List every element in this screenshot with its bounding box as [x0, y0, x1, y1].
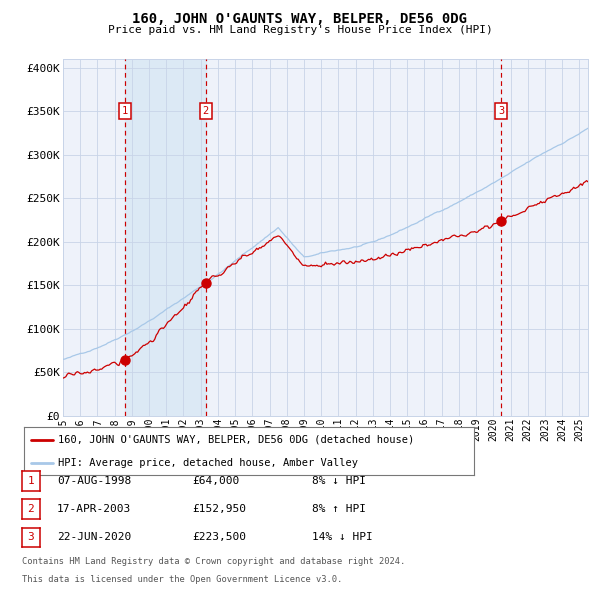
Text: 1: 1 — [122, 106, 128, 116]
Text: £223,500: £223,500 — [192, 533, 246, 542]
Text: 2: 2 — [203, 106, 209, 116]
Text: Contains HM Land Registry data © Crown copyright and database right 2024.: Contains HM Land Registry data © Crown c… — [22, 558, 405, 566]
Text: £64,000: £64,000 — [192, 476, 239, 486]
Text: 160, JOHN O'GAUNTS WAY, BELPER, DE56 0DG (detached house): 160, JOHN O'GAUNTS WAY, BELPER, DE56 0DG… — [58, 435, 414, 445]
Text: This data is licensed under the Open Government Licence v3.0.: This data is licensed under the Open Gov… — [22, 575, 342, 584]
Text: 1: 1 — [27, 476, 34, 486]
Text: 3: 3 — [498, 106, 505, 116]
Text: 14% ↓ HPI: 14% ↓ HPI — [312, 533, 373, 542]
Text: 3: 3 — [27, 533, 34, 542]
Text: 2: 2 — [27, 504, 34, 514]
Text: HPI: Average price, detached house, Amber Valley: HPI: Average price, detached house, Ambe… — [58, 458, 358, 468]
Text: 07-AUG-1998: 07-AUG-1998 — [57, 476, 131, 486]
Text: Price paid vs. HM Land Registry's House Price Index (HPI): Price paid vs. HM Land Registry's House … — [107, 25, 493, 35]
Bar — [125, 59, 206, 416]
Text: 8% ↑ HPI: 8% ↑ HPI — [312, 504, 366, 514]
Text: £152,950: £152,950 — [192, 504, 246, 514]
Text: 22-JUN-2020: 22-JUN-2020 — [57, 533, 131, 542]
Text: 160, JOHN O'GAUNTS WAY, BELPER, DE56 0DG: 160, JOHN O'GAUNTS WAY, BELPER, DE56 0DG — [133, 12, 467, 26]
Text: 8% ↓ HPI: 8% ↓ HPI — [312, 476, 366, 486]
Text: 17-APR-2003: 17-APR-2003 — [57, 504, 131, 514]
